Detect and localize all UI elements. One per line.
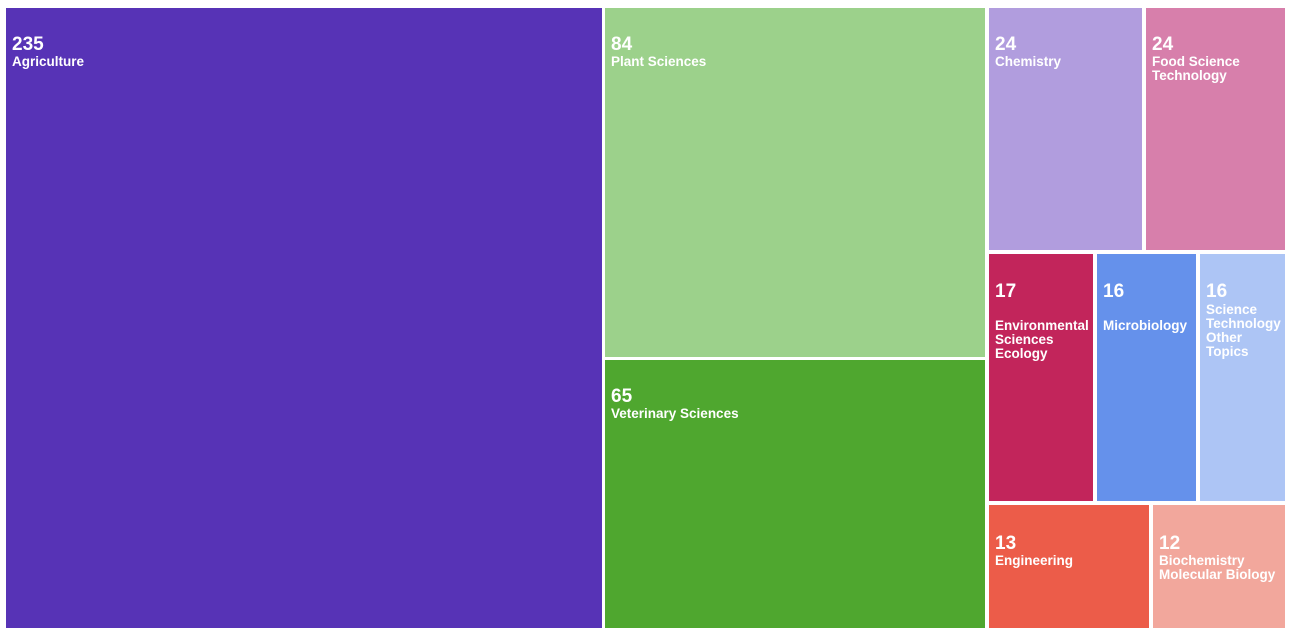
treemap-cell-value: 17 bbox=[995, 281, 1017, 302]
treemap-cell-value: 16 bbox=[1206, 281, 1228, 302]
treemap-cell-plant-sciences[interactable]: 84 Plant Sciences bbox=[605, 8, 985, 357]
treemap-cell-value: 16 bbox=[1103, 281, 1125, 302]
treemap-cell-value: 24 bbox=[995, 34, 1017, 55]
treemap-cell-biochemistry-molecular-biology[interactable]: 12 Biochemistry Molecular Biology bbox=[1153, 505, 1285, 628]
treemap-cell-value: 65 bbox=[611, 386, 633, 407]
treemap-cell-value: 24 bbox=[1152, 34, 1174, 55]
treemap-cell-engineering[interactable]: 13 Engineering bbox=[989, 505, 1149, 628]
treemap-cell-label: Agriculture bbox=[12, 54, 85, 69]
treemap-cell-microbiology[interactable]: 16 Microbiology bbox=[1097, 254, 1196, 501]
treemap-cell-value: 13 bbox=[995, 533, 1017, 554]
treemap-cell-label: Environmental Sciences Ecology bbox=[995, 318, 1089, 361]
treemap-cell-label: Science Technology Other Topics bbox=[1206, 302, 1281, 359]
treemap-cell-value: 235 bbox=[12, 34, 44, 55]
treemap-cell-value: 12 bbox=[1159, 533, 1181, 554]
treemap-cell-label: Chemistry bbox=[995, 54, 1062, 69]
treemap-cell-label: Plant Sciences bbox=[611, 54, 707, 69]
treemap-cell-label: Biochemistry Molecular Biology bbox=[1159, 553, 1276, 582]
treemap-cell-veterinary-sciences[interactable]: 65 Veterinary Sciences bbox=[605, 360, 985, 628]
treemap-cell-science-technology-other-topics[interactable]: 16 Science Technology Other Topics bbox=[1200, 254, 1285, 501]
treemap-cell-label: Microbiology bbox=[1103, 318, 1187, 333]
treemap-cell-environmental-sciences-ecology[interactable]: 17 Environmental Sciences Ecology bbox=[989, 254, 1093, 501]
treemap-cell-label: Food Science Technology bbox=[1152, 54, 1240, 83]
treemap-cell-label: Veterinary Sciences bbox=[611, 406, 739, 421]
treemap-cell-agriculture[interactable]: 235 Agriculture bbox=[6, 8, 602, 628]
treemap-cell-value: 84 bbox=[611, 34, 633, 55]
treemap-cell-chemistry[interactable]: 24 Chemistry bbox=[989, 8, 1142, 250]
treemap-cell-label: Engineering bbox=[995, 553, 1074, 568]
treemap-cell-food-science-technology[interactable]: 24 Food Science Technology bbox=[1146, 8, 1285, 250]
